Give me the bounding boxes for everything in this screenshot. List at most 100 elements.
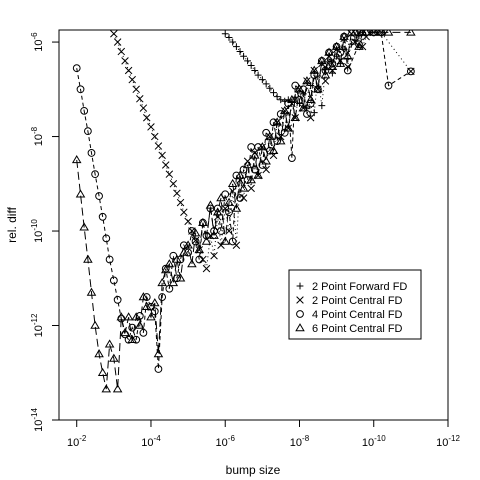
data-point-s4-11: [109, 353, 119, 362]
data-point-s3-12: [113, 295, 122, 304]
data-point-s2-7: [132, 85, 140, 94]
data-point-s4-13: [116, 312, 127, 321]
data-point-s3-17: [132, 335, 141, 344]
data-point-s1-7: [244, 57, 251, 65]
data-point-s4-57: [279, 105, 290, 115]
data-point-s4-34: [194, 244, 205, 254]
data-point-s4-37: [205, 200, 216, 209]
data-point-s4-51: [257, 142, 268, 151]
data-point-s4-44: [231, 203, 242, 212]
data-point-s3-32: [188, 227, 196, 235]
data-point-s2-66: [351, 38, 359, 46]
data-point-s1-35: [347, 40, 355, 48]
data-point-s2-12: [151, 132, 159, 141]
data-point-s2-16: [165, 170, 174, 178]
data-point-s4-31: [183, 240, 193, 249]
data-point-s3-21: [147, 302, 155, 311]
data-point-s3-3: [80, 106, 89, 115]
legend-label-4: 6 Point Central FD: [312, 323, 403, 335]
data-point-s2-3: [117, 47, 126, 56]
data-point-s1-27: [318, 102, 326, 110]
data-point-s1-13: [266, 84, 274, 92]
data-point-s4-2: [75, 189, 86, 198]
data-point-s3-45: [236, 194, 244, 202]
legend-marker-4: [295, 323, 305, 332]
data-point-s1-6: [240, 52, 248, 60]
data-point-s1-25: [310, 109, 318, 117]
data-point-s4-15: [123, 312, 134, 321]
data-point-s2-4: [121, 57, 129, 65]
data-point-s2-21: [184, 217, 192, 226]
data-point-s1-34: [344, 55, 352, 62]
x-tick-label-2: 10-4: [141, 434, 161, 449]
data-point-s4-25: [160, 265, 171, 274]
data-point-s4-3: [79, 222, 89, 231]
x-tick-label-3: 10-6: [216, 434, 236, 449]
data-point-s4-26: [164, 259, 175, 268]
data-point-s4-64: [305, 94, 316, 104]
series-line-1: [224, 32, 363, 113]
data-point-s3-46: [239, 165, 248, 174]
data-point-s4-40: [216, 193, 226, 202]
data-point-s4-23: [153, 349, 164, 358]
legend: 2 Point Forward FD 2 Point Central FD 4 Po…: [288, 269, 422, 340]
y-tick-label-4: 10-12: [30, 313, 45, 337]
data-point-s3-29: [176, 255, 185, 264]
data-point-s4-52: [261, 156, 271, 165]
data-point-s2-30: [217, 241, 225, 250]
data-point-s4-49: [249, 150, 260, 159]
data-point-s2-18: [173, 189, 181, 198]
data-point-s4-48: [246, 175, 256, 184]
data-point-s1-4: [233, 43, 240, 51]
data-point-s1-5: [236, 48, 244, 55]
data-point-s2-11: [147, 123, 155, 131]
data-point-s4-4: [83, 254, 93, 263]
data-point-s4-68: [320, 70, 331, 79]
data-point-s3-60: [291, 81, 300, 90]
data-point-s3-33: [191, 237, 200, 246]
data-point-s3-22: [150, 307, 159, 316]
data-point-s4-70: [327, 61, 338, 70]
data-point-s3-9: [102, 234, 111, 243]
data-point-s4-50: [253, 170, 263, 179]
series-line-4: [76, 31, 411, 390]
data-point-s1-16: [277, 96, 285, 104]
data-point-s4-61: [294, 84, 305, 93]
data-point-s1-14: [270, 89, 277, 97]
data-point-s4-18: [135, 320, 145, 329]
data-point-s3-7: [95, 192, 103, 200]
x-axis-title: bump size: [226, 463, 281, 477]
data-point-s4-22: [149, 298, 160, 307]
data-point-s3-5: [87, 149, 96, 157]
y-tick-label-3: 10-10: [30, 219, 45, 243]
y-axis-title: rel. diff: [5, 206, 19, 242]
data-point-s4-67: [317, 55, 327, 65]
data-point-s3-1: [72, 64, 81, 73]
data-point-s4-5: [86, 287, 97, 296]
data-point-s3-70: [328, 59, 337, 68]
data-point-s3-41: [221, 190, 230, 199]
legend-marker-3: [296, 310, 304, 318]
data-point-s4-6: [90, 320, 100, 329]
data-point-s4-8: [97, 367, 108, 376]
data-point-s1-11: [258, 76, 266, 84]
legend-marker-1: [296, 282, 304, 290]
legend-marker-2: [296, 296, 304, 304]
data-point-s3-19: [139, 328, 148, 337]
data-point-s3-59: [288, 154, 296, 162]
data-point-s1-2: [225, 34, 233, 41]
legend-box: [288, 269, 422, 340]
data-point-s2-5: [124, 66, 133, 75]
data-point-s4-39: [212, 207, 223, 216]
data-point-s4-59: [287, 94, 297, 104]
data-point-s3-61: [295, 95, 304, 104]
data-point-s1-9: [251, 67, 259, 74]
data-point-s4-69: [324, 47, 334, 56]
data-point-s4-17: [131, 312, 141, 321]
data-point-s2-14: [158, 151, 166, 160]
data-point-s3-31: [184, 248, 193, 257]
data-point-s3-79: [384, 81, 393, 90]
data-point-s4-42: [224, 197, 234, 206]
data-point-s1-3: [229, 38, 237, 46]
